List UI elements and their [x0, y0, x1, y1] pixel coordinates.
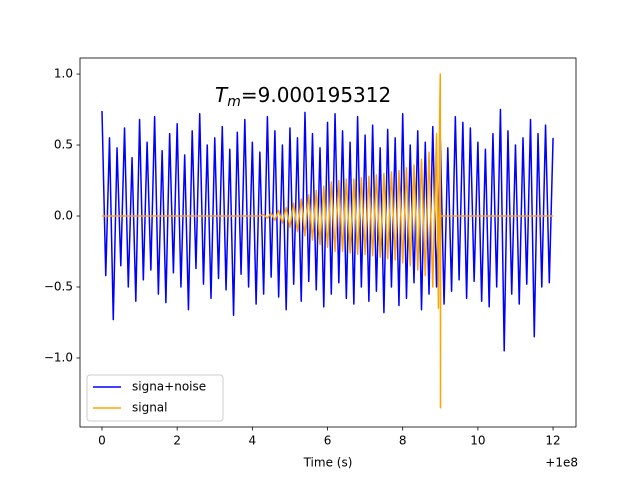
x-axis-label: Time (s)	[303, 456, 353, 470]
x-tick-label: 10	[470, 434, 485, 448]
y-tick-label: −1.0	[44, 350, 73, 364]
y-tick-label: 0.5	[54, 138, 73, 152]
x-tick-label: 6	[324, 434, 332, 448]
annotation-text: =9.000195312	[241, 83, 391, 107]
legend-label: signal	[132, 401, 168, 415]
y-tick-label: 1.0	[54, 67, 73, 81]
x-tick-label: 8	[399, 434, 407, 448]
annotation-symbol: T	[215, 83, 229, 107]
series-line	[101, 108, 554, 352]
legend-label: signa+noise	[132, 380, 206, 394]
x-offset-label: +1e8	[545, 456, 578, 470]
x-tick-label: 12	[545, 434, 560, 448]
annotation: Tm=9.000195312	[215, 83, 391, 111]
x-tick-label: 4	[249, 434, 257, 448]
annotation-subscript: m	[227, 94, 241, 110]
x-tick-label: 0	[98, 434, 106, 448]
y-tick-label: 0.0	[54, 209, 73, 223]
axes-frame	[79, 57, 577, 428]
x-tick-label: 2	[173, 434, 181, 448]
series-line	[101, 73, 554, 409]
y-tick-label: −0.5	[44, 280, 73, 294]
